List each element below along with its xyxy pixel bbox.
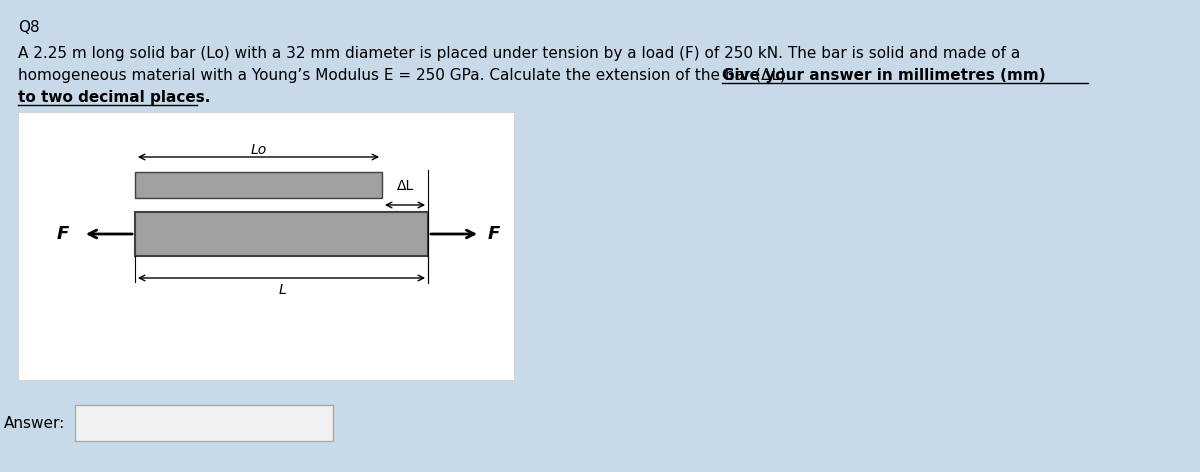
Text: Q8: Q8 bbox=[18, 20, 40, 35]
Bar bbox=[134, 212, 428, 256]
Text: F: F bbox=[56, 225, 70, 243]
Text: Lo: Lo bbox=[251, 143, 266, 157]
Bar bbox=[18, 112, 514, 380]
Text: L: L bbox=[278, 283, 287, 297]
Text: Answer:: Answer: bbox=[4, 415, 65, 430]
Text: F: F bbox=[488, 225, 500, 243]
Text: homogeneous material with a Young’s Modulus E = 250 GPa. Calculate the extension: homogeneous material with a Young’s Modu… bbox=[18, 68, 796, 83]
Text: A 2.25 m long solid bar (Lo) with a 32 mm diameter is placed under tension by a : A 2.25 m long solid bar (Lo) with a 32 m… bbox=[18, 46, 1020, 61]
Text: Give your answer in millimetres (mm): Give your answer in millimetres (mm) bbox=[722, 68, 1045, 83]
Bar bbox=[74, 405, 334, 441]
Text: to two decimal places.: to two decimal places. bbox=[18, 90, 210, 105]
Bar bbox=[134, 172, 382, 198]
Text: ΔL: ΔL bbox=[397, 179, 414, 193]
